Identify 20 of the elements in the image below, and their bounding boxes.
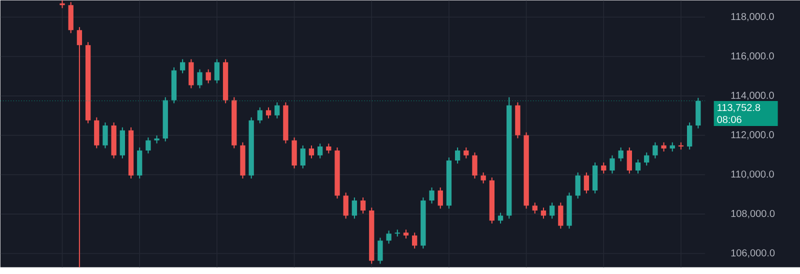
text: 08:06 <box>717 116 742 123</box>
candlestick <box>197 69 202 88</box>
candlestick <box>610 155 615 174</box>
candlestick <box>154 135 160 144</box>
candlestick <box>188 59 194 88</box>
ref-line-label: 113,752.8 <box>718 104 760 112</box>
y-tick-label: 112,000.0 <box>731 131 774 140</box>
y-tick-label: 106,000.0 <box>731 249 775 258</box>
y-tick-label: 108,000.0 <box>731 210 775 218</box>
candlestick <box>378 238 383 264</box>
y-tick-label: 110,000.0 <box>731 170 774 179</box>
candlestick <box>334 147 340 198</box>
candlestick <box>76 27 82 268</box>
y-tick-label: 116,000.0 <box>731 52 774 61</box>
candlestick <box>618 147 624 162</box>
y-tick-label: 114,000.0 <box>731 92 774 100</box>
candlestick <box>394 230 400 236</box>
candlestick <box>472 152 478 178</box>
candlestick <box>102 122 108 148</box>
y-tick-label: 118,000.0 <box>731 12 774 22</box>
